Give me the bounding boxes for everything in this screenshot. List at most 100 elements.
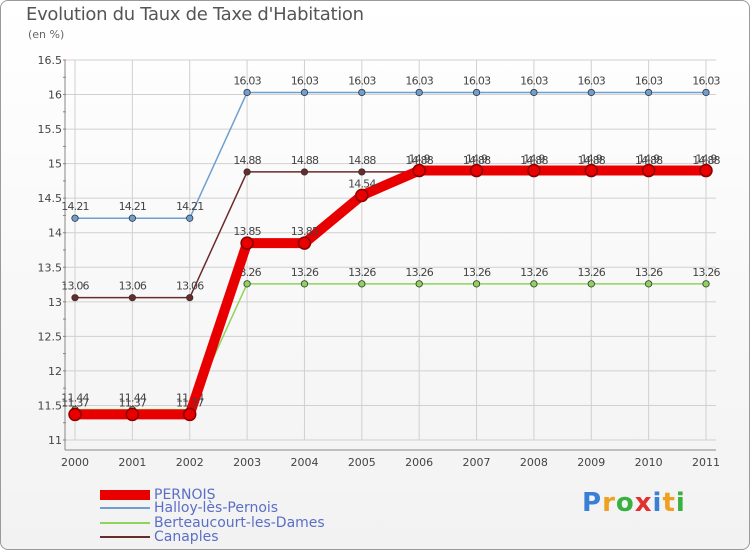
legend-label-canaples: Canaples — [154, 529, 219, 545]
y-tick-label: 15.5 — [38, 123, 63, 136]
data-label: 13.85 — [233, 225, 261, 238]
legend-label-berteaucourt: Berteaucourt-les-Dames — [154, 515, 325, 531]
legend-swatch-berteaucourt — [100, 522, 150, 524]
y-tick-label: 15 — [48, 158, 62, 171]
data-point — [243, 88, 251, 97]
x-tick-label: 2009 — [577, 456, 605, 469]
data-label: 14.9 — [638, 153, 660, 166]
data-label: 16.03 — [348, 74, 376, 87]
data-point — [186, 214, 194, 222]
data-point — [472, 88, 481, 97]
data-point — [415, 280, 423, 288]
chart-subtitle: (en %) — [28, 28, 65, 41]
legend-swatch-pernois — [100, 490, 150, 500]
x-tick-label: 2003 — [233, 456, 261, 469]
data-point — [530, 280, 538, 288]
data-point — [358, 88, 366, 97]
data-label: 14.88 — [405, 154, 433, 167]
data-label: 14.9 — [466, 153, 488, 166]
data-label: 13.26 — [692, 266, 720, 279]
data-point — [358, 280, 366, 288]
x-tick-label: 2010 — [635, 456, 663, 469]
data-point — [243, 168, 251, 176]
x-tick-label: 2004 — [290, 456, 318, 469]
data-point — [71, 214, 79, 222]
data-label: 11.44 — [119, 392, 147, 405]
series-line-canaples — [74, 171, 707, 299]
data-point-pernois — [240, 236, 254, 250]
data-label: 14.88 — [578, 154, 606, 167]
data-label: 14.21 — [61, 200, 89, 213]
data-point-pernois — [297, 236, 312, 250]
data-label: 16.03 — [463, 74, 491, 87]
series-line-halloy-l-s-pernois — [74, 91, 707, 219]
data-point — [128, 294, 136, 302]
data-label: 16.03 — [578, 74, 606, 87]
data-point — [71, 294, 79, 302]
data-point — [300, 280, 309, 288]
data-label: 14.21 — [119, 200, 147, 213]
data-point — [530, 88, 538, 97]
data-label: 14.88 — [233, 154, 261, 167]
data-point-pernois — [182, 407, 197, 422]
data-point — [645, 88, 653, 97]
data-point — [587, 88, 595, 97]
y-tick-label: 13 — [48, 296, 62, 309]
y-tick-label: 13.5 — [38, 261, 63, 274]
data-label: 11.37 — [119, 396, 147, 409]
data-point-pernois — [412, 163, 426, 178]
logo-letter: i — [675, 488, 686, 518]
legend-label-halloy: Halloy-lès-Pernois — [154, 500, 279, 516]
data-label: 14.88 — [348, 154, 376, 167]
data-label: 16.03 — [692, 74, 720, 87]
data-point — [300, 88, 309, 97]
data-label: 14.9 — [523, 153, 545, 166]
data-label: 14.88 — [635, 154, 663, 167]
legend-swatch-canaples — [100, 536, 150, 538]
data-label: 13.26 — [635, 266, 663, 279]
data-label: 13.26 — [405, 266, 433, 279]
y-tick-label: 12.5 — [38, 330, 63, 343]
x-tick-label: 2001 — [118, 456, 146, 469]
x-tick-label: 2008 — [520, 456, 548, 469]
proxiti-logo: Proxiti — [582, 488, 686, 518]
data-point — [186, 294, 194, 302]
data-label: 14.21 — [176, 200, 204, 213]
data-point-pernois — [469, 163, 484, 178]
data-label: 13.26 — [520, 266, 548, 279]
data-point-pernois — [125, 407, 140, 422]
y-tick-label: 16 — [48, 89, 62, 102]
data-label: 13.26 — [578, 266, 606, 279]
logo-letter: r — [602, 488, 616, 518]
data-label: 16.03 — [233, 74, 261, 87]
series-line-pernois — [70, 165, 711, 420]
data-point — [243, 280, 251, 288]
data-label: 13.06 — [119, 280, 147, 293]
x-tick-label: 2002 — [176, 456, 204, 469]
data-label: 16.03 — [635, 74, 663, 87]
data-label: 16.03 — [405, 74, 433, 87]
data-label: 14.9 — [695, 153, 717, 166]
x-tick-label: 2005 — [348, 456, 376, 469]
data-label: 13.06 — [176, 280, 204, 293]
data-point — [358, 168, 366, 176]
logo-letter: P — [582, 488, 603, 518]
data-point — [128, 214, 136, 222]
data-point — [702, 88, 710, 97]
data-label: 13.85 — [291, 225, 319, 238]
data-label: 14.88 — [520, 154, 548, 167]
data-point-pernois — [355, 188, 369, 203]
chart-title: Evolution du Taux de Taxe d'Habitation — [26, 4, 364, 25]
data-label: 16.03 — [291, 74, 319, 87]
data-point — [300, 168, 309, 176]
data-label: 13.26 — [291, 266, 319, 279]
x-tick-label: 2006 — [405, 456, 433, 469]
data-point — [415, 88, 423, 97]
data-label: 14.9 — [409, 153, 431, 166]
data-point-pernois — [641, 163, 656, 178]
data-label: 13.26 — [463, 266, 491, 279]
y-tick-label: 11.5 — [38, 399, 63, 412]
y-tick-label: 11 — [48, 434, 62, 447]
